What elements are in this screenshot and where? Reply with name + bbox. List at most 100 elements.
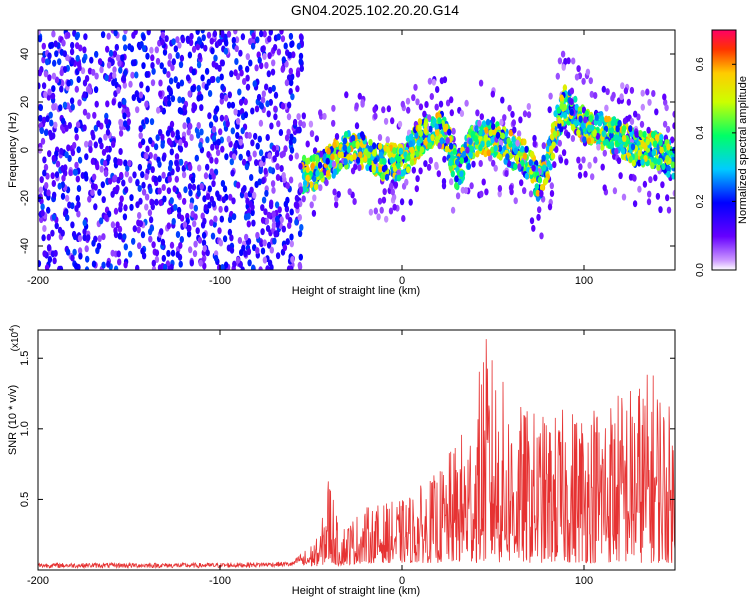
heatmap-cell bbox=[204, 67, 210, 75]
heatmap-cell bbox=[656, 164, 661, 171]
heatmap-cell bbox=[69, 48, 75, 56]
heatmap-cell bbox=[219, 97, 224, 105]
heatmap-cell bbox=[247, 259, 252, 267]
heatmap-cell bbox=[478, 144, 483, 152]
heatmap-cell bbox=[570, 124, 576, 131]
heatmap-cell bbox=[93, 141, 99, 149]
heatmap-cell bbox=[175, 52, 180, 59]
heatmap-cell bbox=[122, 34, 127, 42]
heatmap-cell bbox=[450, 170, 455, 178]
heatmap-cell bbox=[228, 193, 233, 201]
heatmap-cell bbox=[227, 216, 233, 224]
heatmap-cell bbox=[352, 198, 357, 205]
heatmap-cell bbox=[87, 195, 92, 203]
heatmap-cell bbox=[452, 148, 458, 155]
heatmap-cell bbox=[230, 169, 235, 177]
heatmap-cell bbox=[479, 190, 484, 198]
heatmap-cell bbox=[552, 130, 558, 138]
heatmap-cell bbox=[570, 135, 576, 142]
heatmap-cell bbox=[276, 48, 282, 56]
heatmap-cell bbox=[325, 157, 330, 165]
heatmap-cell bbox=[281, 56, 286, 64]
heatmap-cell bbox=[390, 188, 395, 196]
heatmap-cell bbox=[207, 90, 213, 97]
heatmap-cell bbox=[504, 170, 509, 177]
heatmap-cell bbox=[658, 206, 663, 214]
heatmap-cell bbox=[70, 254, 75, 262]
heatmap-cell bbox=[46, 206, 51, 214]
heatmap-cell bbox=[266, 70, 271, 78]
heatmap-cell bbox=[423, 139, 428, 146]
heatmap-cell bbox=[544, 153, 550, 161]
heatmap-cell bbox=[371, 163, 376, 171]
heatmap-cell bbox=[104, 117, 109, 125]
heatmap-cell bbox=[654, 134, 660, 142]
heatmap-cell bbox=[245, 65, 250, 73]
heatmap-cell bbox=[205, 193, 211, 200]
heatmap-cell bbox=[436, 170, 441, 178]
heatmap-cell bbox=[294, 152, 299, 160]
heatmap-cell bbox=[95, 163, 100, 171]
heatmap-cell bbox=[583, 116, 588, 124]
heatmap-cell bbox=[414, 131, 419, 139]
heatmap-cell bbox=[377, 197, 383, 205]
heatmap-cell bbox=[166, 187, 172, 195]
heatmap-cell bbox=[581, 156, 586, 164]
heatmap-cell bbox=[600, 163, 605, 171]
heatmap-cell bbox=[49, 119, 54, 127]
heatmap-cell bbox=[59, 147, 64, 155]
heatmap-cell bbox=[41, 42, 46, 50]
heatmap-cell bbox=[614, 134, 619, 142]
heatmap-cell bbox=[290, 256, 295, 263]
heatmap-cell bbox=[245, 83, 251, 91]
heatmap-cell bbox=[244, 163, 250, 171]
heatmap-cell bbox=[275, 163, 280, 171]
heatmap-cell bbox=[149, 118, 155, 126]
heatmap-cell bbox=[612, 187, 618, 195]
heatmap-cell bbox=[90, 158, 96, 165]
heatmap-cell bbox=[193, 240, 198, 248]
heatmap-cell bbox=[55, 160, 61, 168]
heatmap-cell bbox=[42, 225, 47, 232]
heatmap-cell bbox=[84, 75, 90, 82]
heatmap-cell bbox=[43, 129, 49, 137]
heatmap-cell bbox=[461, 150, 467, 158]
heatmap-cell bbox=[230, 127, 235, 135]
heatmap-cell bbox=[178, 242, 183, 249]
heatmap-cell bbox=[203, 172, 209, 180]
heatmap-cell bbox=[137, 212, 142, 219]
heatmap-cell bbox=[279, 151, 284, 159]
heatmap-cell bbox=[178, 158, 184, 166]
heatmap-cell bbox=[670, 136, 675, 144]
heatmap-cell bbox=[91, 173, 97, 181]
heatmap-cell bbox=[415, 150, 420, 158]
heatmap-cell bbox=[41, 82, 47, 90]
heatmap-cell bbox=[488, 154, 493, 162]
heatmap-cell bbox=[524, 172, 530, 180]
x-tick-label: 100 bbox=[575, 275, 593, 287]
heatmap-cell bbox=[666, 143, 671, 151]
heatmap-cell bbox=[214, 157, 219, 165]
heatmap-cell bbox=[381, 196, 387, 204]
heatmap-cell bbox=[282, 244, 288, 252]
heatmap-cell bbox=[155, 57, 161, 65]
heatmap-cell bbox=[284, 79, 290, 87]
heatmap-cell bbox=[584, 110, 589, 118]
heatmap-cell bbox=[448, 142, 454, 150]
heatmap-cell bbox=[147, 163, 152, 171]
heatmap-cell bbox=[166, 137, 172, 145]
heatmap-cell bbox=[235, 117, 241, 125]
heatmap-cell bbox=[113, 157, 118, 164]
heatmap-cell bbox=[224, 114, 229, 122]
heatmap-cell bbox=[586, 137, 592, 145]
heatmap-cell bbox=[207, 185, 212, 193]
heatmap-cell bbox=[490, 136, 495, 144]
heatmap-cell bbox=[219, 215, 224, 223]
heatmap-cell bbox=[583, 170, 588, 178]
heatmap-cell bbox=[92, 111, 97, 119]
heatmap-cell bbox=[332, 141, 337, 149]
heatmap-cell bbox=[70, 202, 75, 210]
heatmap-cell bbox=[101, 148, 107, 156]
heatmap-cell bbox=[372, 149, 377, 157]
